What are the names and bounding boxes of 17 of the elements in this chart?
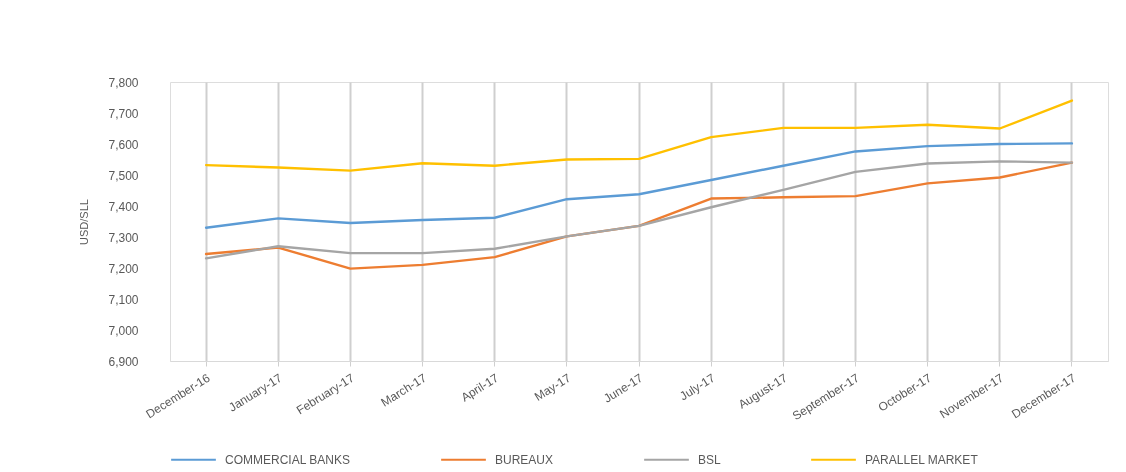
y-tick-label: 7,500 [108,168,139,183]
y-tick-label: 7,400 [108,199,139,214]
y-tick-label: 6,900 [108,354,139,369]
y-tick-label: 7,600 [108,137,139,152]
line-series [204,99,1074,172]
legend-label: BUREAUX [495,452,554,467]
legend-label: COMMERCIAL BANKS [225,452,350,467]
y-tick-label: 7,300 [108,230,139,245]
y-tick-label: 7,200 [108,261,139,276]
legend-label: PARALLEL MARKET [865,452,979,467]
y-tick-label: 7,700 [108,106,139,121]
legend-label: BSL [698,452,722,467]
y-tick-label: 7,000 [108,323,139,338]
y-axis-title: USD/SLL [78,199,91,245]
line-series [204,142,1074,229]
y-tick-label: 7,100 [108,292,139,307]
y-tick-label: 7,800 [108,75,139,90]
